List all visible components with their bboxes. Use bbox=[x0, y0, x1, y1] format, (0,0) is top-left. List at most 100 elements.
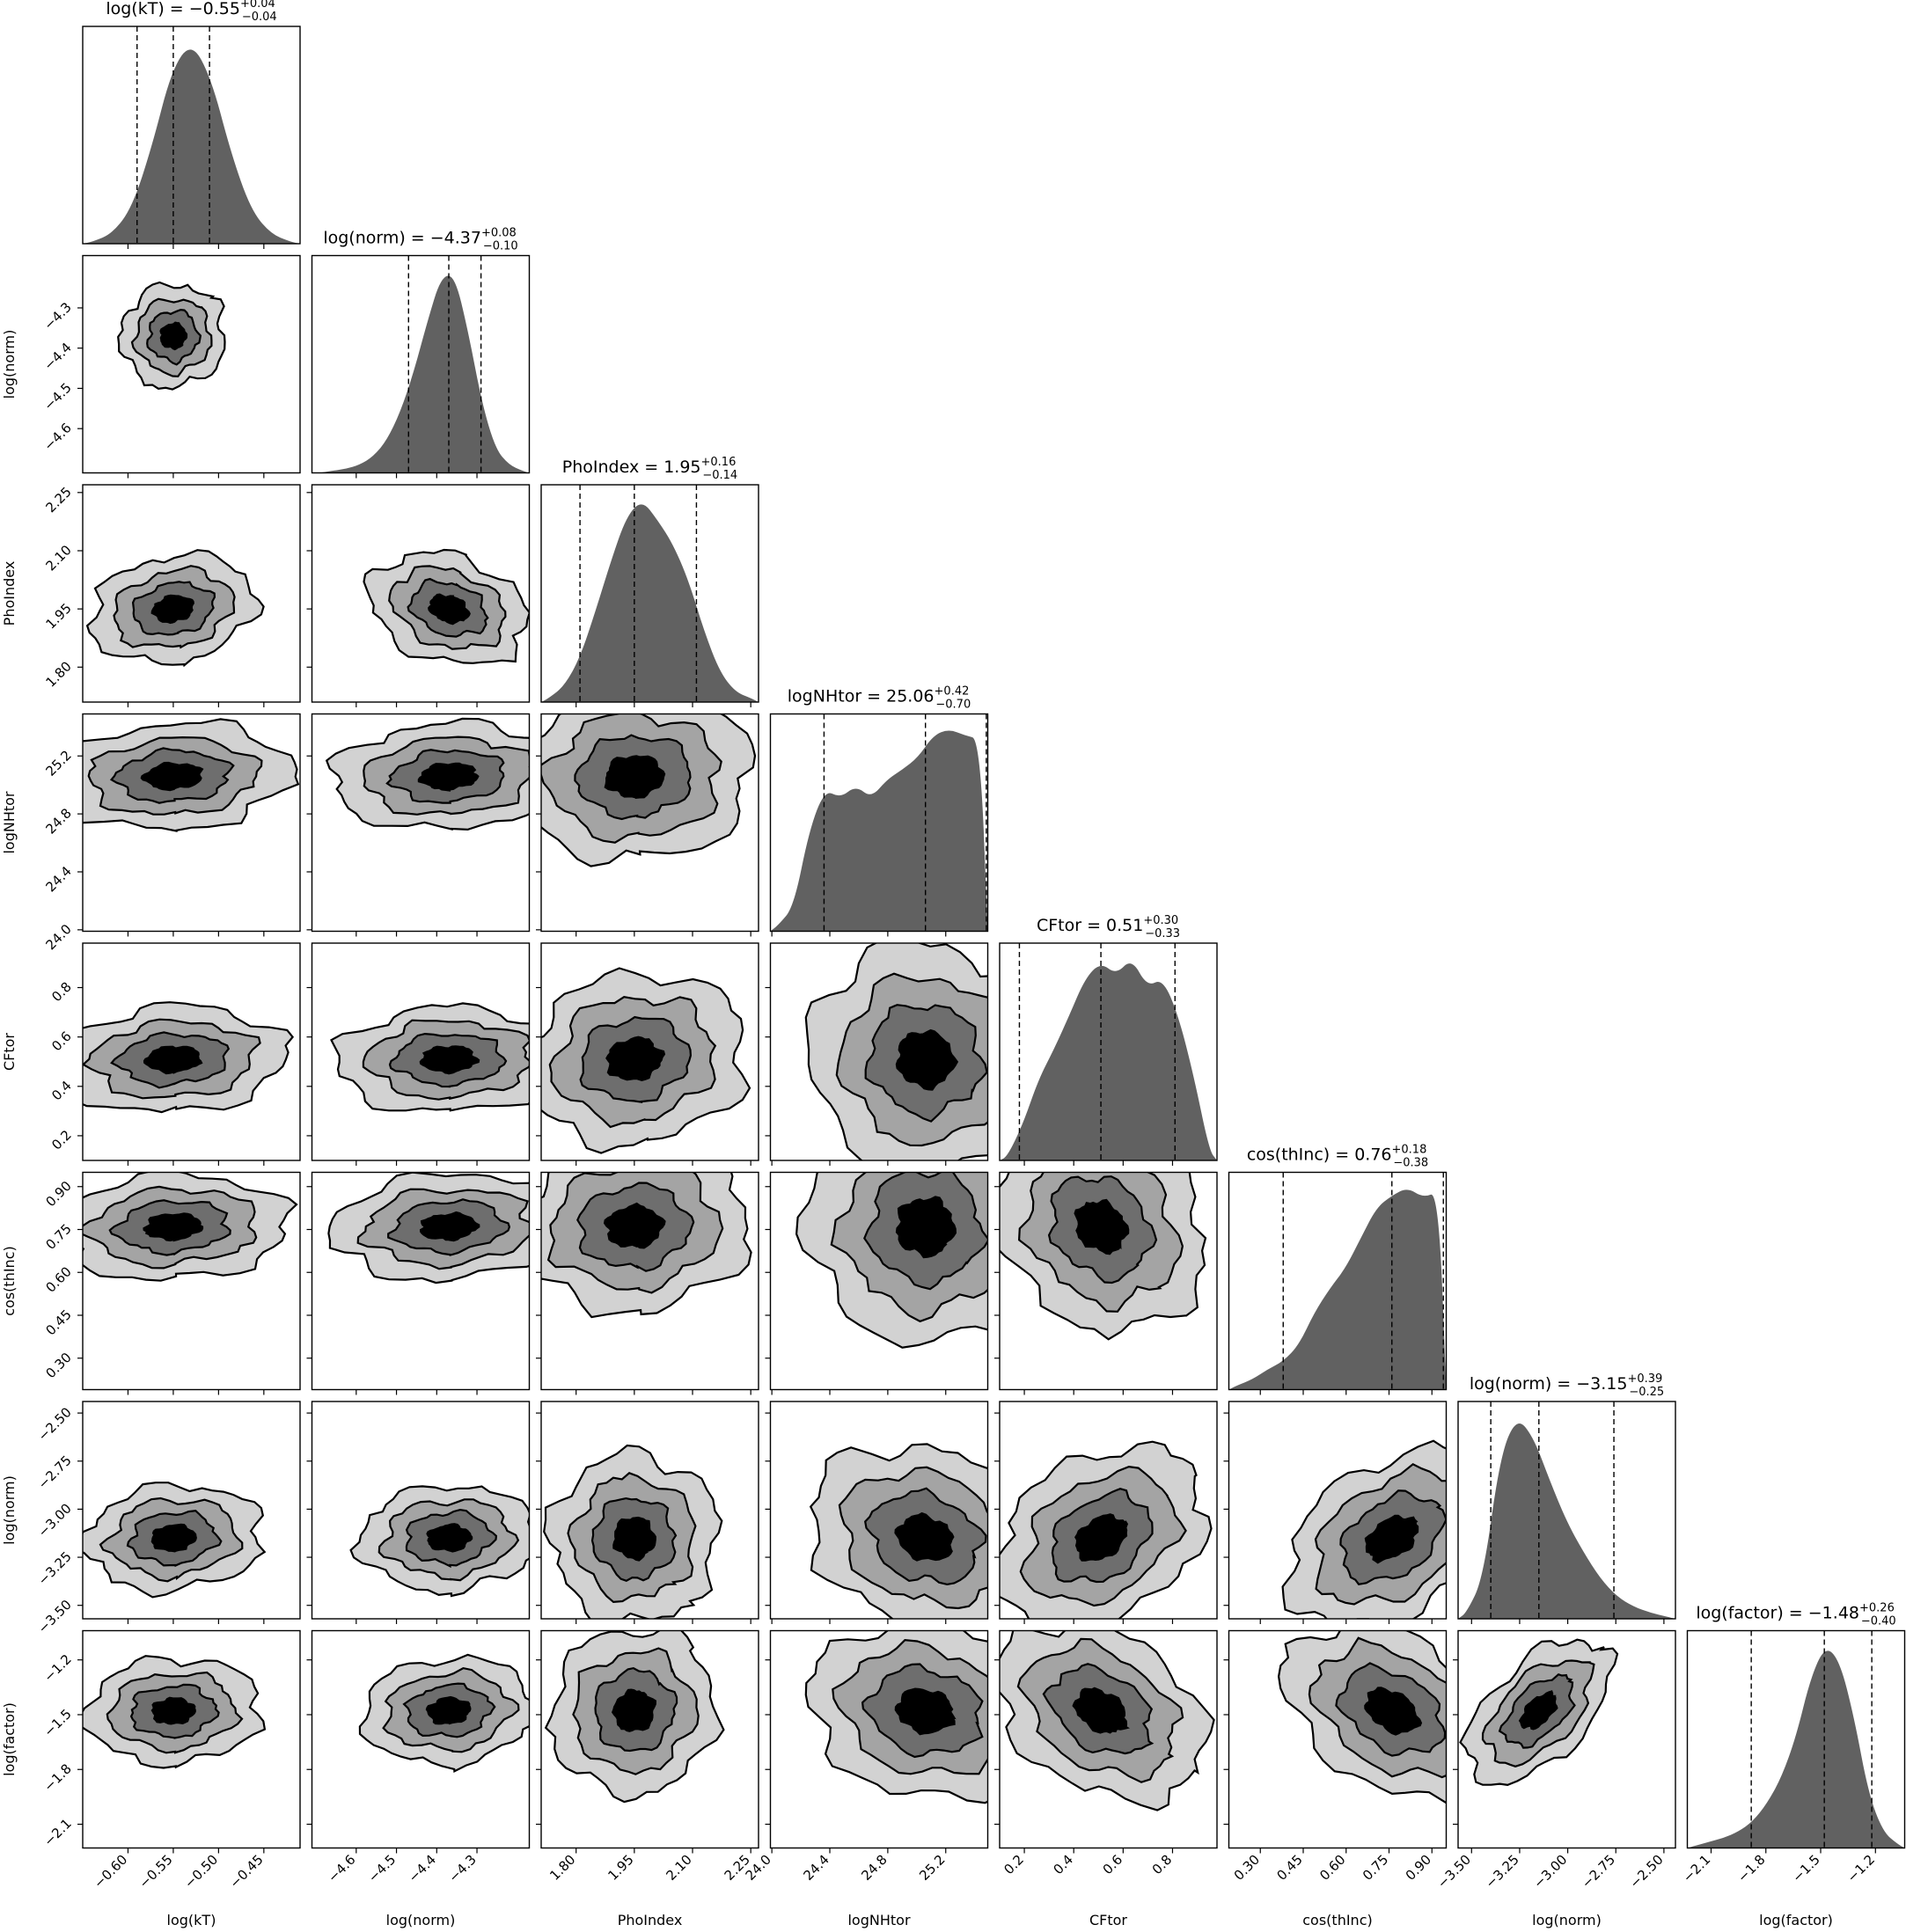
y-tick-label: −4.5 bbox=[40, 380, 74, 413]
title-minus: −0.33 bbox=[1145, 927, 1180, 940]
panel-frame bbox=[82, 942, 301, 1161]
contour-level-3 bbox=[143, 1045, 203, 1075]
panel-5-5: cos(thInc) = 0.76+0.18 −0.38 bbox=[1228, 1144, 1448, 1395]
x-tick-label: 0.6 bbox=[1100, 1852, 1126, 1878]
histogram-fill bbox=[541, 504, 759, 702]
y-tick-label: −1.8 bbox=[40, 1760, 74, 1794]
contour-level-3 bbox=[603, 1202, 666, 1249]
x-tick-label: 0.2 bbox=[1001, 1852, 1027, 1878]
contours bbox=[327, 1172, 530, 1284]
contours bbox=[85, 549, 265, 668]
y-tick-label: 0.4 bbox=[48, 1078, 75, 1104]
x-axis-label: log(norm) bbox=[1532, 1912, 1602, 1928]
x-tick-label: −4.3 bbox=[445, 1852, 479, 1885]
x-tick-label: −2.50 bbox=[1626, 1852, 1666, 1892]
contour-level-3 bbox=[159, 321, 188, 351]
contours bbox=[330, 1002, 530, 1112]
title-plus: +0.08 bbox=[481, 227, 517, 240]
panel-title: PhoIndex = 1.95+0.16 −0.14 bbox=[562, 456, 737, 482]
title-label: CFtor = 0.51 bbox=[1037, 916, 1143, 935]
x-tick-label: −0.60 bbox=[91, 1852, 130, 1892]
panel-frame bbox=[769, 1401, 989, 1620]
x-tick-label: 0.75 bbox=[1360, 1852, 1391, 1884]
x-tick-label: −3.25 bbox=[1483, 1852, 1522, 1892]
panel-4-1 bbox=[306, 942, 531, 1166]
x-tick-label: −1.2 bbox=[1844, 1852, 1878, 1885]
y-tick-label: 24.0 bbox=[42, 921, 74, 953]
y-tick-label: 0.45 bbox=[42, 1306, 74, 1338]
y-axis-label: log(factor) bbox=[1, 1702, 18, 1776]
y-tick-label: −2.75 bbox=[35, 1453, 75, 1492]
x-tick-label: 1.80 bbox=[546, 1852, 578, 1884]
y-tick-label: 24.4 bbox=[42, 863, 74, 895]
panel-3-0: 24.0 24.4 24.8 25.2 logNHtor bbox=[1, 713, 301, 953]
x-tick-label: −3.00 bbox=[1530, 1852, 1570, 1892]
histogram-fill bbox=[312, 275, 530, 473]
panel-frame bbox=[540, 1629, 759, 1849]
contours bbox=[83, 1172, 298, 1282]
y-tick-label: 25.2 bbox=[42, 747, 74, 779]
panel-frame bbox=[82, 484, 301, 703]
panel-frame bbox=[1228, 1171, 1448, 1391]
contour-level-3 bbox=[143, 1212, 204, 1242]
contours bbox=[541, 1172, 752, 1319]
panel-frame bbox=[769, 1171, 989, 1391]
contours bbox=[804, 1630, 988, 1804]
panel-frame bbox=[999, 942, 1218, 1161]
contour-level-3 bbox=[895, 1196, 957, 1259]
panel-6-4 bbox=[994, 1401, 1218, 1624]
contour-level-3 bbox=[604, 755, 666, 799]
x-tick-label: −4.4 bbox=[406, 1852, 439, 1885]
contours bbox=[83, 1001, 295, 1114]
y-axis-label: log(norm) bbox=[1, 1475, 18, 1545]
title-minus: −0.10 bbox=[483, 240, 518, 253]
contours bbox=[325, 717, 530, 831]
panel-frame bbox=[540, 713, 759, 933]
x-tick-label: 0.30 bbox=[1231, 1852, 1263, 1884]
panel-frame bbox=[82, 26, 301, 245]
histogram-fill bbox=[1458, 1423, 1675, 1619]
x-axis-label: log(factor) bbox=[1759, 1912, 1833, 1928]
title-plus: +0.26 bbox=[1859, 1602, 1895, 1615]
title-minus: −0.04 bbox=[242, 11, 277, 24]
panel-frame bbox=[999, 1629, 1218, 1849]
y-tick-label: −3.00 bbox=[35, 1501, 75, 1540]
contour-level-3 bbox=[419, 1211, 480, 1242]
panel-frame bbox=[311, 713, 531, 933]
x-tick-label: −1.5 bbox=[1789, 1852, 1822, 1885]
y-tick-label: −1.5 bbox=[40, 1706, 74, 1739]
contour-level-3 bbox=[1074, 1513, 1129, 1562]
y-tick-label: 0.2 bbox=[48, 1127, 75, 1153]
panel-6-0: −3.50 −3.25 −3.00 −2.75 −2.50 log(norm) bbox=[1, 1401, 301, 1636]
panel-7-3: 24.0 24.4 24.8 25.2 logNHtor bbox=[743, 1629, 989, 1928]
title-plus: +0.30 bbox=[1143, 914, 1178, 927]
x-tick-label: 0.90 bbox=[1403, 1852, 1434, 1884]
panel-6-5 bbox=[1223, 1401, 1448, 1624]
title-minus: −0.25 bbox=[1629, 1386, 1664, 1399]
panel-5-3 bbox=[765, 1171, 989, 1395]
panel-4-3 bbox=[765, 942, 989, 1166]
contours bbox=[1277, 1630, 1447, 1804]
x-tick-label: −4.6 bbox=[325, 1852, 358, 1885]
panel-frame bbox=[1228, 1629, 1448, 1849]
contours bbox=[349, 1485, 530, 1598]
contours bbox=[363, 548, 530, 664]
contour-level-3 bbox=[419, 1045, 480, 1075]
contours bbox=[1000, 1440, 1213, 1619]
contours bbox=[1000, 1630, 1215, 1811]
panel-title: cos(thInc) = 0.76+0.18 −0.38 bbox=[1247, 1144, 1428, 1170]
title-label: log(norm) = −4.37 bbox=[323, 229, 481, 248]
contour-level-3 bbox=[150, 1523, 197, 1553]
panel-7-7: log(factor) = −1.48+0.26 −0.40 −2.1 −1.8 −1.… bbox=[1680, 1602, 1906, 1928]
panel-title: log(factor) = −1.48+0.26 −0.40 bbox=[1696, 1602, 1895, 1628]
panel-5-0: 0.30 0.45 0.60 0.75 0.90 cos(thInc) bbox=[1, 1171, 301, 1395]
panel-frame bbox=[769, 1629, 989, 1849]
contours bbox=[83, 718, 300, 832]
title-plus: +0.04 bbox=[240, 0, 275, 11]
contour-level-3 bbox=[612, 1516, 656, 1562]
contours bbox=[1459, 1638, 1619, 1787]
panel-frame bbox=[769, 942, 989, 1161]
panel-4-4: CFtor = 0.51+0.30 −0.33 bbox=[999, 914, 1218, 1166]
contours bbox=[117, 281, 226, 391]
